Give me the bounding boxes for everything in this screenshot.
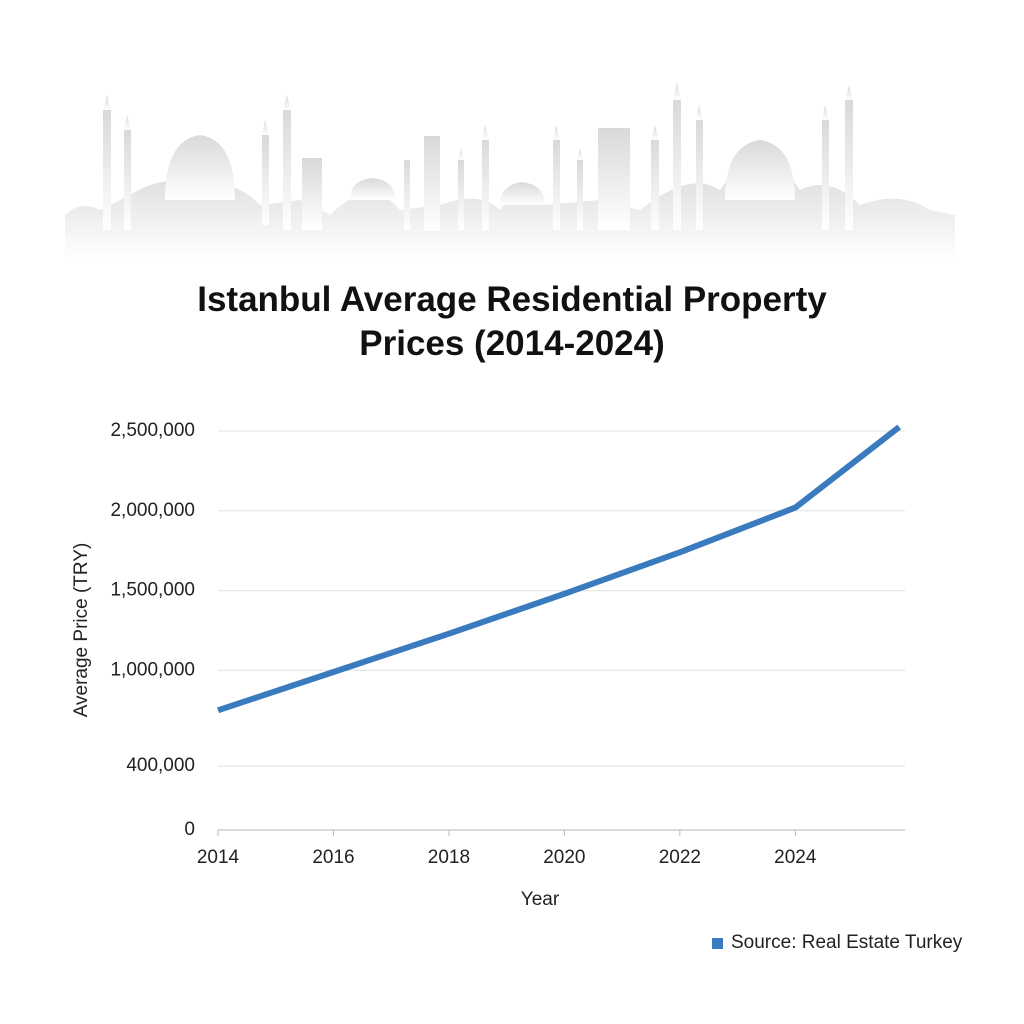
y-tick-label: 0 bbox=[184, 819, 195, 840]
y-tick-label: 400,000 bbox=[126, 755, 195, 776]
skyline bbox=[65, 82, 955, 260]
legend-swatch bbox=[712, 938, 723, 949]
y-tick-label: 2,000,000 bbox=[110, 500, 195, 521]
y-tick-label: 1,000,000 bbox=[110, 659, 195, 680]
x-axis-label: Year bbox=[521, 889, 560, 910]
legend-label: Source: Real Estate Turkey bbox=[731, 932, 963, 953]
y-tick-label: 2,500,000 bbox=[110, 420, 195, 441]
x-tick-label: 2014 bbox=[197, 847, 240, 868]
x-tick-label: 2018 bbox=[428, 847, 470, 868]
series-line bbox=[217, 424, 902, 714]
chart-title: Istanbul Average Residential Property Pr… bbox=[197, 280, 827, 363]
x-tick-label: 2020 bbox=[543, 847, 585, 868]
y-axis-label: Average Price (TRY) bbox=[71, 543, 92, 718]
x-tick-label: 2022 bbox=[659, 847, 701, 868]
x-tick-label: 2016 bbox=[312, 847, 354, 868]
x-tick-label: 2024 bbox=[774, 847, 817, 868]
y-tick-label: 1,500,000 bbox=[110, 580, 195, 601]
